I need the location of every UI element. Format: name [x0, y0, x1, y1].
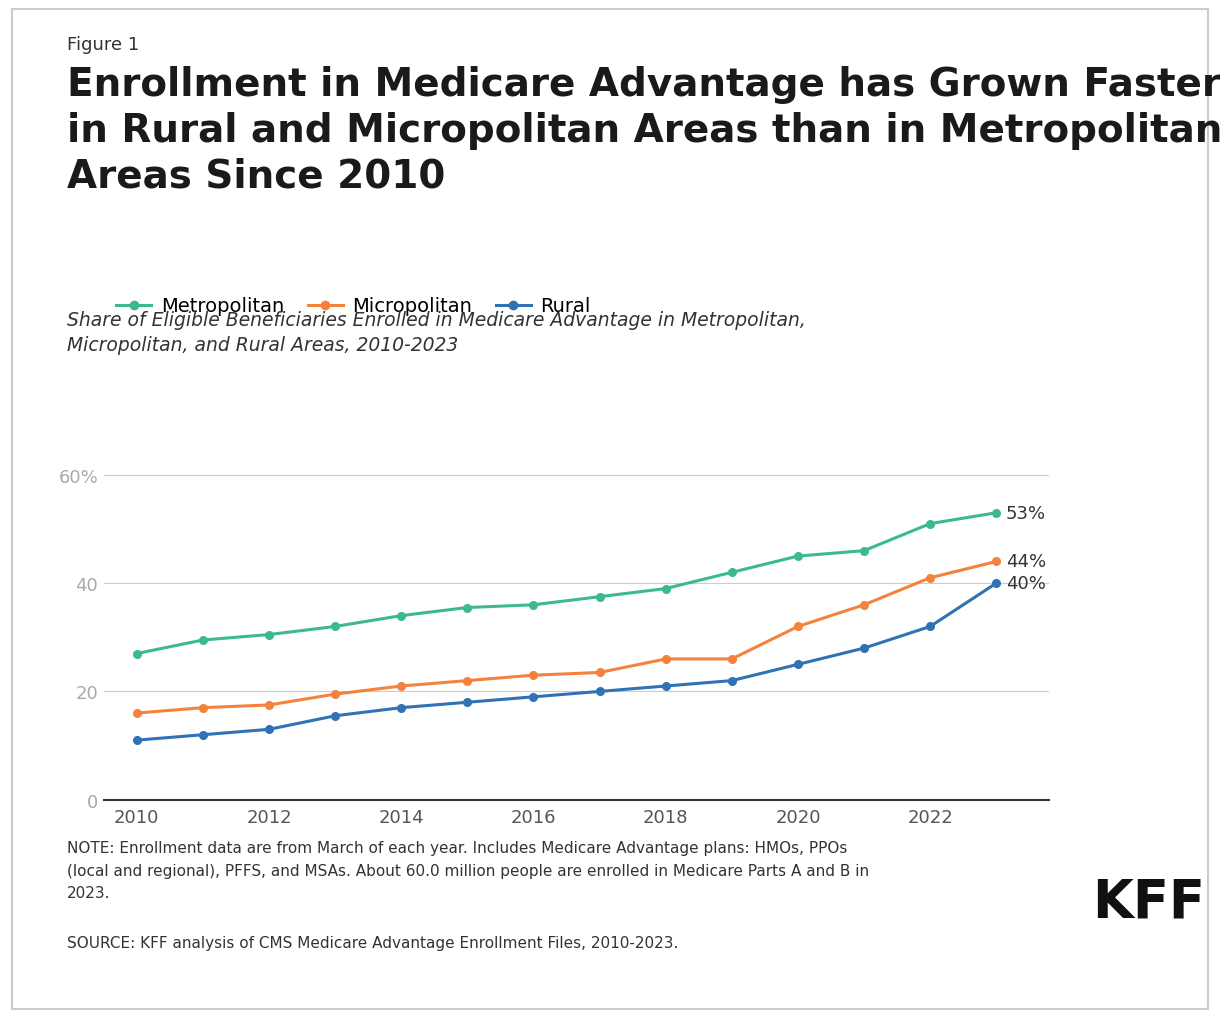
Text: SOURCE: KFF analysis of CMS Medicare Advantage Enrollment Files, 2010-2023.: SOURCE: KFF analysis of CMS Medicare Adv… — [67, 935, 678, 951]
Text: 40%: 40% — [1006, 575, 1046, 593]
Text: NOTE: Enrollment data are from March of each year. Includes Medicare Advantage p: NOTE: Enrollment data are from March of … — [67, 841, 869, 900]
Text: 44%: 44% — [1006, 553, 1047, 571]
Text: KFF: KFF — [1092, 876, 1205, 927]
Text: Enrollment in Medicare Advantage has Grown Faster
in Rural and Micropolitan Area: Enrollment in Medicare Advantage has Gro… — [67, 66, 1220, 195]
Legend: Metropolitan, Micropolitan, Rural: Metropolitan, Micropolitan, Rural — [109, 289, 599, 324]
Text: Share of Eligible Beneficiaries Enrolled in Medicare Advantage in Metropolitan,
: Share of Eligible Beneficiaries Enrolled… — [67, 311, 806, 355]
Text: Figure 1: Figure 1 — [67, 36, 139, 54]
Text: 53%: 53% — [1006, 504, 1047, 523]
